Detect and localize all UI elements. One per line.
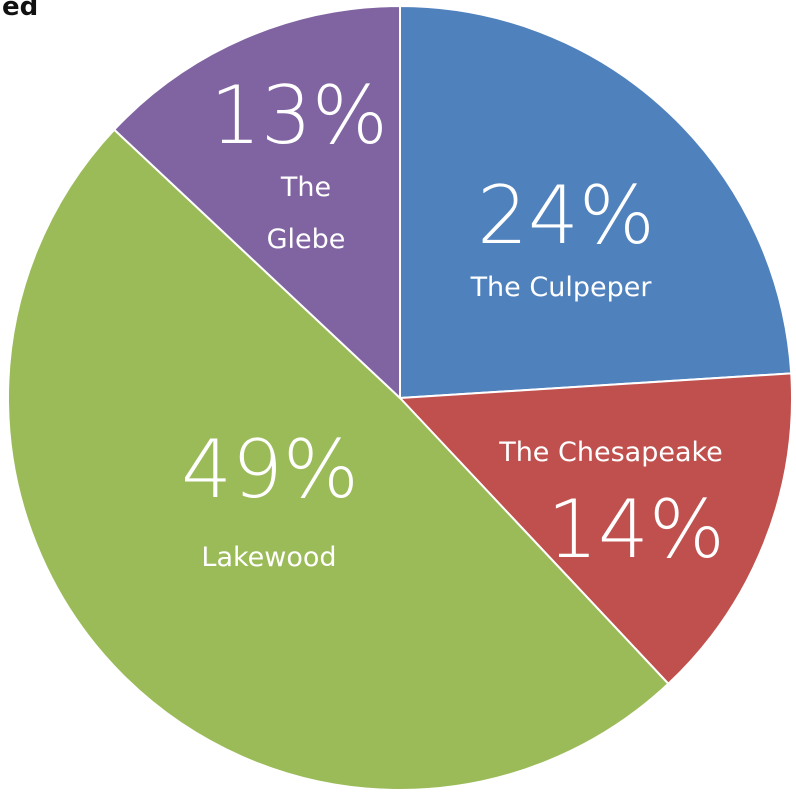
slice-percent-label: 49% — [181, 423, 359, 516]
slice-category-label: The Culpeper — [470, 272, 653, 303]
slice-percent-label: 24% — [477, 169, 655, 262]
pie-slices — [7, 4, 793, 791]
slice-category-label: The — [280, 172, 331, 203]
pie-slice-the-culpeper — [399, 4, 793, 400]
pie-slice-the-glebe — [112, 4, 401, 401]
pie-slice-the-chesapeake — [397, 372, 793, 686]
slice-category-label: Glebe — [267, 224, 346, 255]
title-fragment: ed — [2, 0, 39, 22]
slice-percent-label: 14% — [547, 483, 725, 576]
slice-percent-label: 13% — [210, 69, 388, 162]
pie-labels: 24% The Culpeper 14% The Chesapeake 49% Lakew… — [181, 69, 725, 576]
slice-category-label: The Chesapeake — [498, 437, 723, 468]
slice-category-label: Lakewood — [201, 542, 336, 573]
pie-slice-lakewood — [7, 128, 670, 791]
